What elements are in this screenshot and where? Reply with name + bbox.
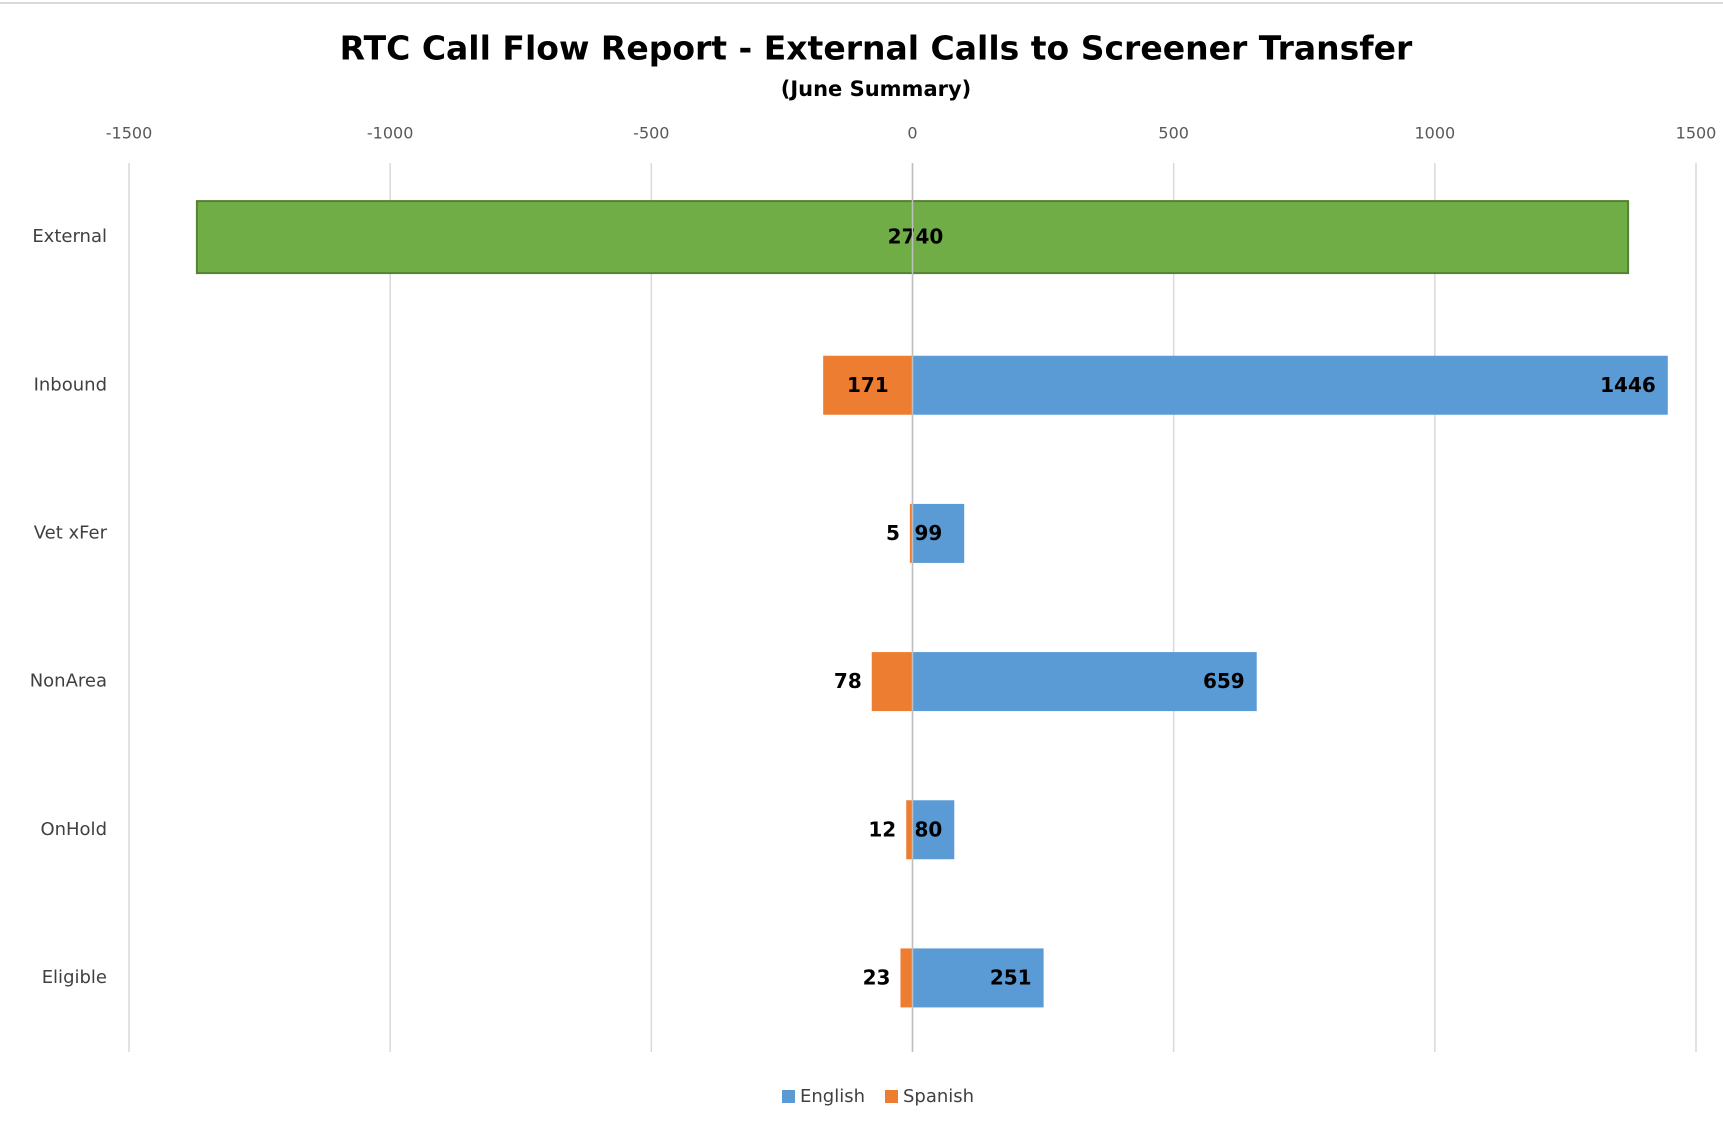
bar [909, 503, 913, 563]
y-tick-label: Vet xFer [34, 522, 108, 543]
bar [912, 652, 1257, 712]
data-label: 251 [990, 965, 1032, 989]
data-label: 78 [834, 669, 862, 693]
legend-swatch [885, 1090, 898, 1103]
x-tick-label: 1500 [1676, 124, 1717, 143]
x-tick-label: 500 [1158, 124, 1189, 143]
chart-subtitle: (June Summary) [781, 77, 972, 101]
data-label: 23 [863, 965, 891, 989]
y-tick-label: Inbound [34, 374, 107, 395]
data-label: 2740 [888, 225, 944, 249]
legend-label: Spanish [903, 1086, 974, 1107]
bar [912, 948, 1044, 1008]
data-label: 80 [915, 817, 943, 841]
bar [912, 355, 1668, 415]
data-label: 5 [886, 521, 900, 545]
x-tick-label: -1500 [106, 124, 153, 143]
x-tick-label: 1000 [1414, 124, 1455, 143]
y-tick-label: Eligible [42, 967, 107, 988]
bar [912, 800, 955, 860]
y-tick-label: External [32, 226, 107, 247]
bar [823, 355, 913, 415]
chart-title: RTC Call Flow Report - External Calls to… [340, 29, 1413, 68]
legend-swatch [782, 1090, 795, 1103]
bar [912, 503, 965, 563]
bar [900, 948, 913, 1008]
data-label: 659 [1203, 669, 1245, 693]
x-tick-label: -1000 [367, 124, 414, 143]
y-tick-label: NonArea [30, 671, 107, 692]
data-label: 12 [868, 817, 896, 841]
x-tick-label: 0 [907, 124, 917, 143]
legend-label: English [800, 1086, 865, 1107]
bar [906, 800, 913, 860]
y-tick-label: OnHold [40, 819, 107, 840]
data-label: 171 [847, 373, 889, 397]
data-label: 99 [915, 521, 943, 545]
x-tick-label: -500 [633, 124, 669, 143]
data-label: 1446 [1600, 373, 1656, 397]
bar [871, 652, 913, 712]
